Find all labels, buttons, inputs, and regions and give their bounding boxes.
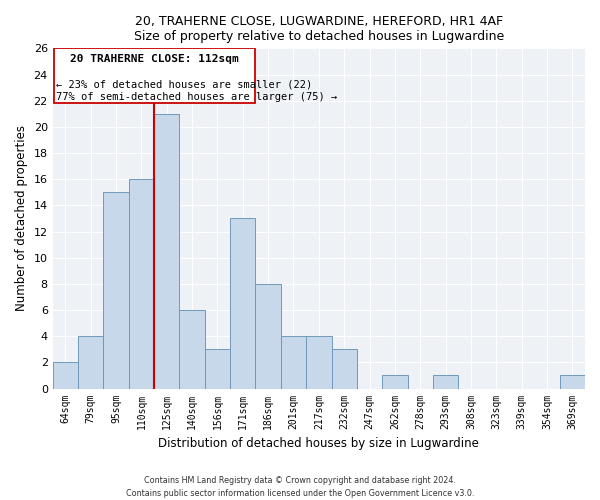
Bar xyxy=(154,114,179,388)
Bar xyxy=(103,192,129,388)
Bar xyxy=(306,336,332,388)
Bar xyxy=(433,376,458,388)
Text: 20 TRAHERNE CLOSE: 112sqm: 20 TRAHERNE CLOSE: 112sqm xyxy=(70,54,239,64)
Bar xyxy=(560,376,585,388)
Bar xyxy=(129,179,154,388)
Bar xyxy=(78,336,103,388)
Title: 20, TRAHERNE CLOSE, LUGWARDINE, HEREFORD, HR1 4AF
Size of property relative to d: 20, TRAHERNE CLOSE, LUGWARDINE, HEREFORD… xyxy=(134,15,504,43)
Text: ← 23% of detached houses are smaller (22): ← 23% of detached houses are smaller (22… xyxy=(56,79,313,89)
Bar xyxy=(332,350,357,389)
Text: 77% of semi-detached houses are larger (75) →: 77% of semi-detached houses are larger (… xyxy=(56,92,338,102)
Bar xyxy=(256,284,281,389)
Bar xyxy=(281,336,306,388)
Bar xyxy=(230,218,256,388)
Bar xyxy=(205,350,230,389)
Text: Contains HM Land Registry data © Crown copyright and database right 2024.
Contai: Contains HM Land Registry data © Crown c… xyxy=(126,476,474,498)
X-axis label: Distribution of detached houses by size in Lugwardine: Distribution of detached houses by size … xyxy=(158,437,479,450)
Bar xyxy=(179,310,205,388)
FancyBboxPatch shape xyxy=(54,48,256,104)
Bar xyxy=(53,362,78,388)
Y-axis label: Number of detached properties: Number of detached properties xyxy=(15,126,28,312)
Bar xyxy=(382,376,407,388)
